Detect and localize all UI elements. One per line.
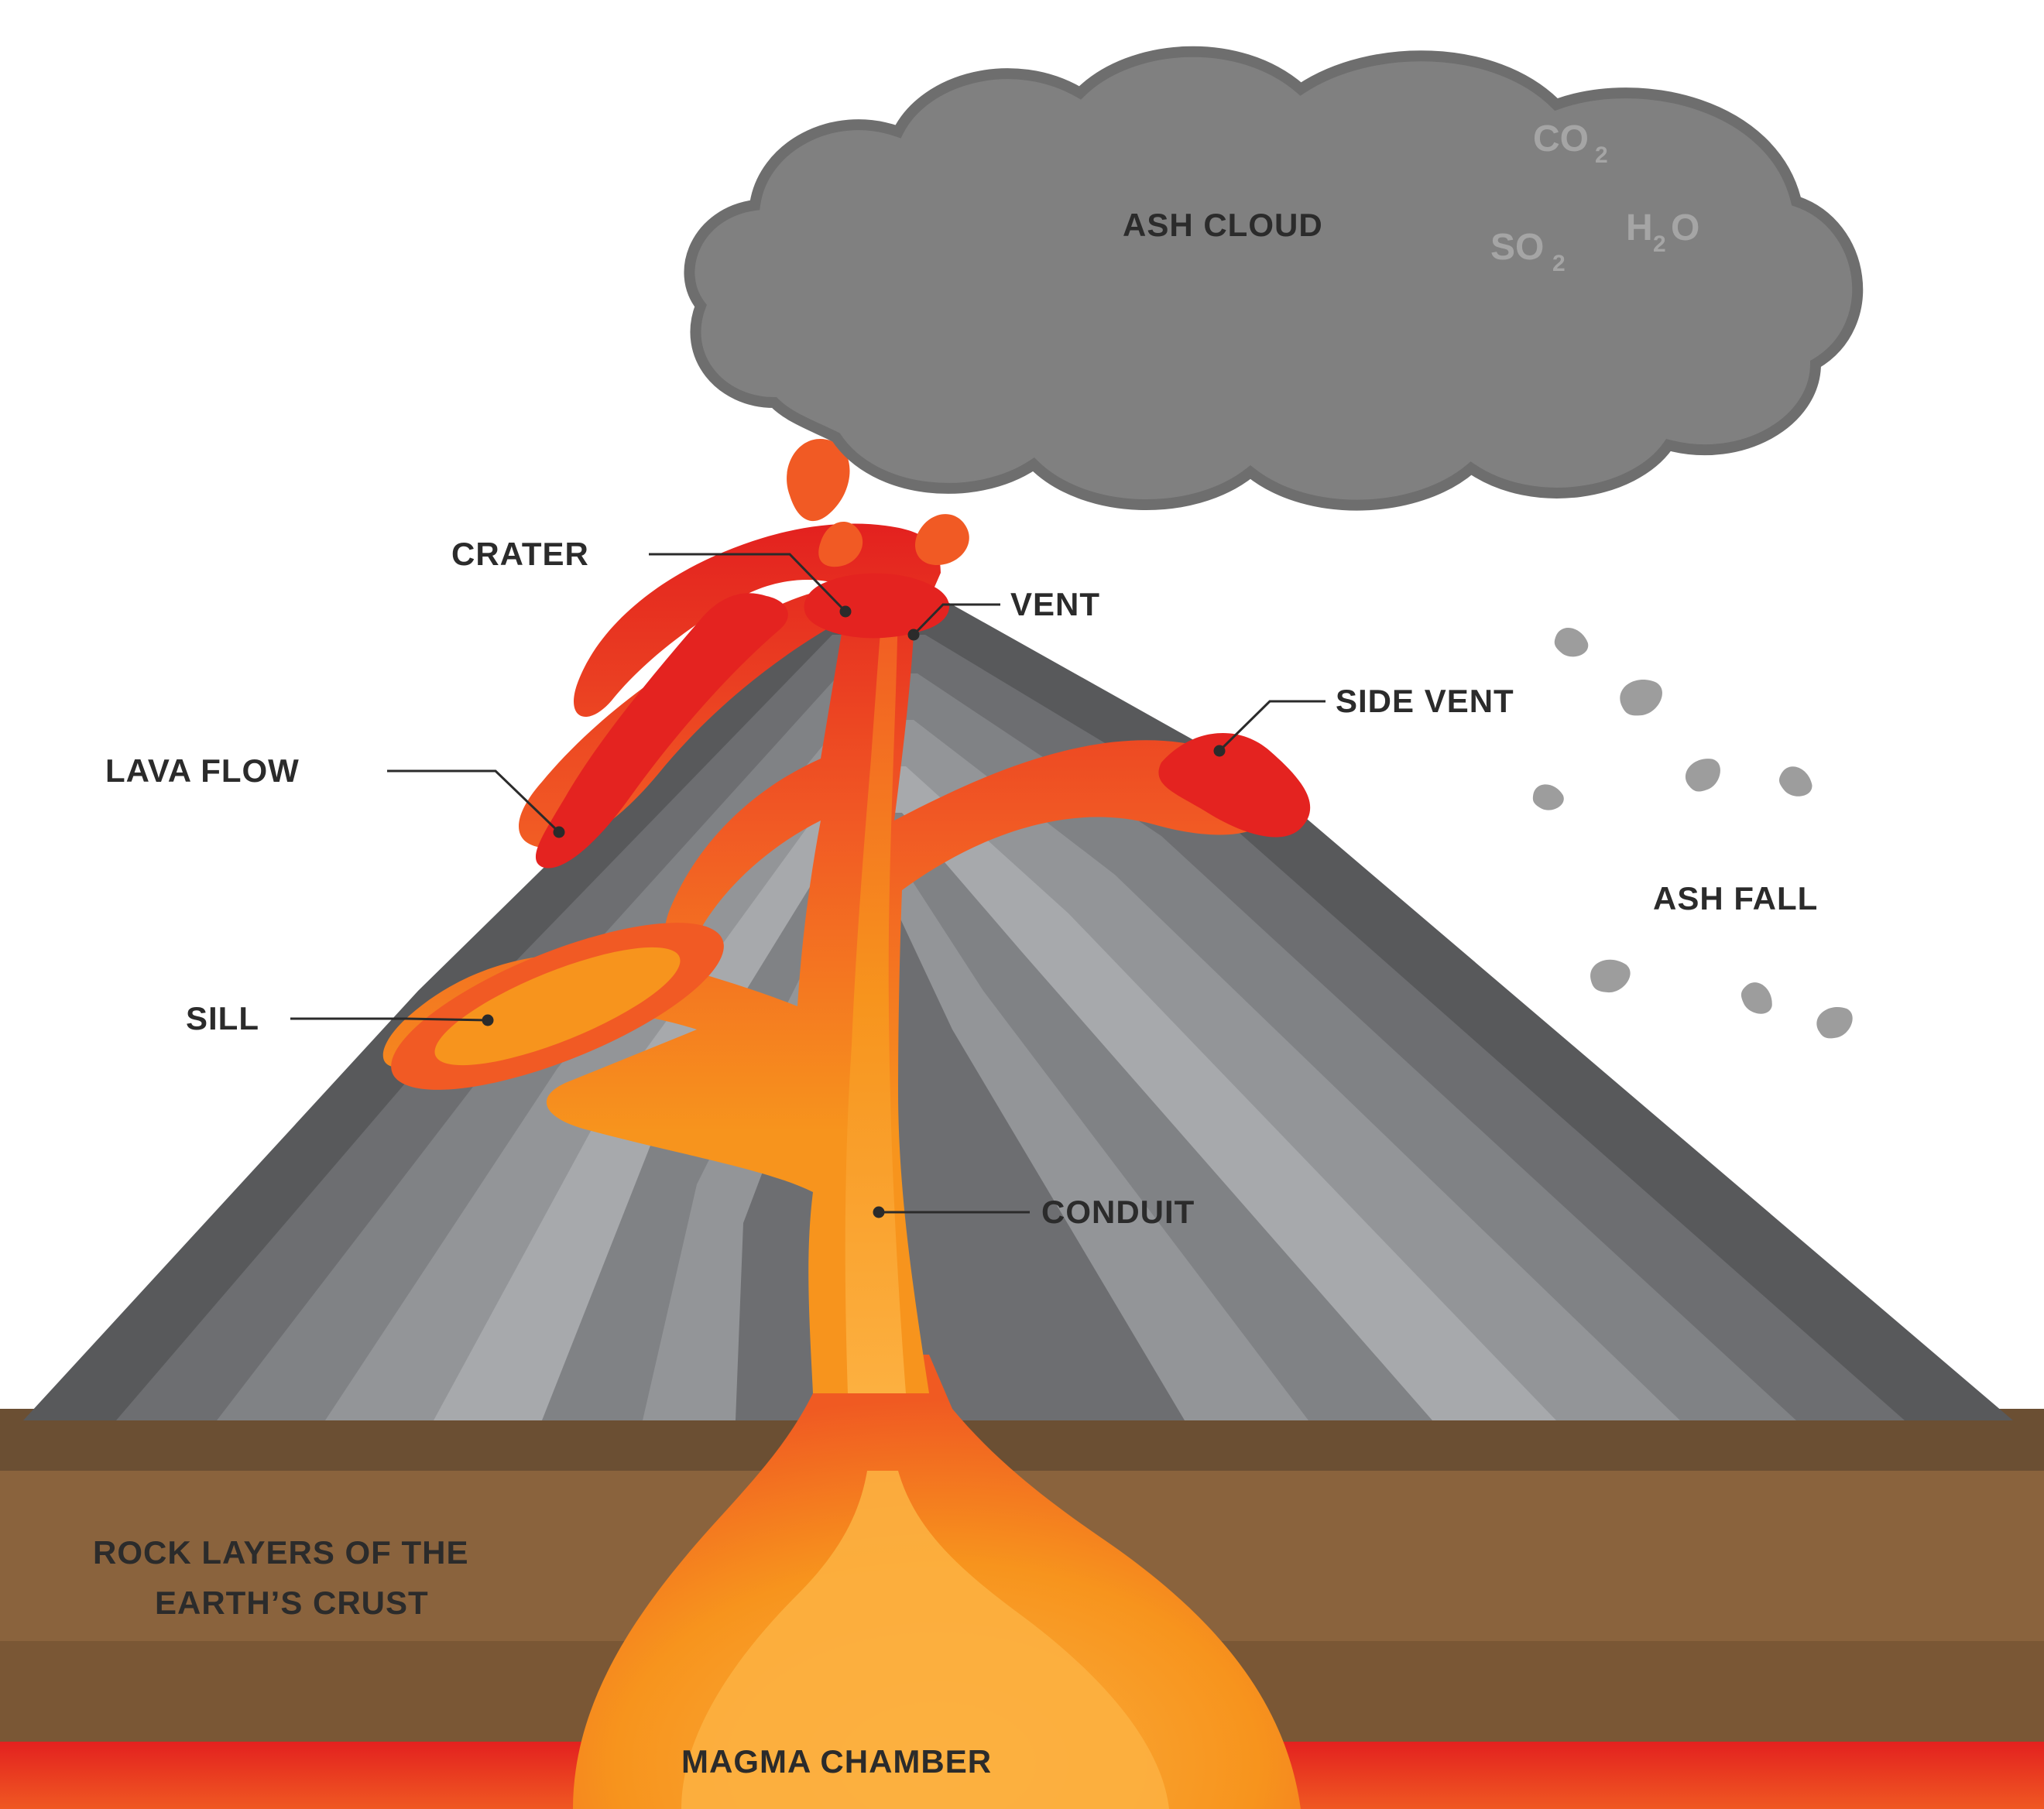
- label-sill: SILL: [186, 1000, 259, 1036]
- svg-text:2: 2: [1653, 231, 1666, 257]
- pointer-dot-vent: [909, 630, 918, 639]
- label-side-vent: SIDE VENT: [1336, 683, 1514, 719]
- pointer-dot-crater: [841, 607, 850, 616]
- ash-particle: [1614, 672, 1668, 722]
- label-lava-flow: LAVA FLOW: [105, 752, 300, 789]
- ash-particle: [1679, 751, 1727, 798]
- label-conduit: CONDUIT: [1041, 1194, 1195, 1230]
- label-rock-layers-1: ROCK LAYERS OF THE: [93, 1534, 469, 1571]
- label-magma-chamber: MAGMA CHAMBER: [681, 1743, 992, 1780]
- pointer-sill: [290, 1019, 488, 1020]
- ash-particle: [1812, 999, 1859, 1044]
- label-crater: CRATER: [451, 536, 589, 572]
- svg-text:O: O: [1671, 207, 1699, 248]
- chem-h2o-sub: 2: [1653, 231, 1666, 257]
- svg-text:SO: SO: [1490, 227, 1544, 268]
- label-vent: VENT: [1010, 586, 1100, 622]
- chem-co2-sub: 2: [1595, 142, 1608, 168]
- chem-h2o-o: O: [1671, 207, 1699, 248]
- pointer-dot-side-vent: [1215, 746, 1224, 755]
- label-ash-fall: ASH FALL: [1653, 880, 1818, 916]
- chem-co2: CO: [1533, 118, 1589, 159]
- ash-particle: [1775, 762, 1818, 803]
- ash-particle: [1531, 783, 1566, 813]
- ash-particle: [1551, 624, 1593, 662]
- ash-particle: [1586, 954, 1634, 997]
- label-ash-cloud: ASH CLOUD: [1123, 207, 1323, 243]
- pointer-dot-sill: [483, 1016, 492, 1025]
- ash-fall-particles: [1531, 624, 1858, 1044]
- svg-text:H: H: [1626, 207, 1653, 248]
- chem-so2: SO: [1490, 227, 1544, 268]
- svg-text:2: 2: [1552, 251, 1566, 276]
- volcano-cone: [23, 596, 2013, 1420]
- chem-h2o-h: H: [1626, 207, 1653, 248]
- svg-text:2: 2: [1595, 142, 1608, 168]
- ash-particle: [1735, 977, 1779, 1021]
- ash-cloud: [689, 52, 1857, 505]
- pointer-dot-conduit: [874, 1208, 883, 1217]
- pointer-dot-lava-flow: [554, 827, 564, 837]
- label-rock-layers-2: EARTH’S CRUST: [155, 1585, 429, 1621]
- svg-text:CO: CO: [1533, 118, 1589, 159]
- chem-so2-sub: 2: [1552, 251, 1566, 276]
